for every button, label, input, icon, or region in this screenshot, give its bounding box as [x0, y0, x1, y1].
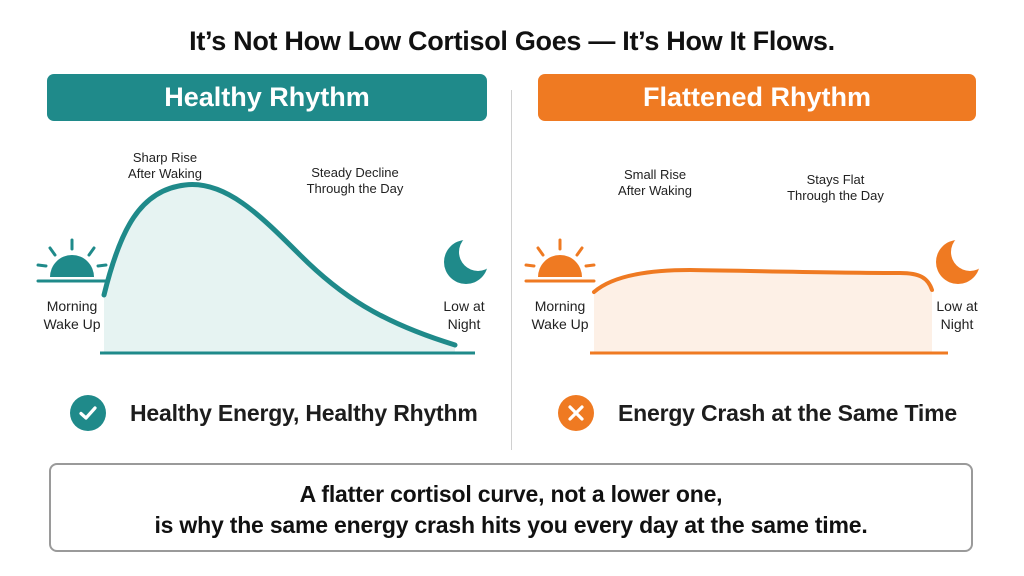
flattened-flat-label: Stays Flat Through the Day: [787, 172, 884, 203]
sunrise-icon-right: [524, 238, 596, 283]
crescent-moon-icon-right: [936, 233, 989, 284]
check-circle-icon: [70, 395, 106, 431]
healthy-decline-label: Steady Decline Through the Day: [306, 165, 404, 196]
healthy-peak-label: Sharp Rise After Waking: [128, 150, 202, 181]
bottom-message-line-1: A flatter cortisol curve, not a lower on…: [299, 481, 723, 507]
flattened-curve-fill: [594, 270, 932, 353]
healthy-rhythm-header: Healthy Rhythm: [47, 74, 487, 121]
bottom-message-line-2: is why the same energy crash hits you ev…: [154, 512, 868, 538]
healthy-end-label: Low at Night: [443, 298, 485, 332]
flattened-result: Energy Crash at the Same Time: [558, 393, 957, 433]
healthy-result: Healthy Energy, Healthy Rhythm: [70, 393, 478, 433]
bottom-message-box: A flatter cortisol curve, not a lower on…: [49, 463, 973, 552]
flattened-end-label: Low at Night: [936, 298, 978, 332]
sunrise-icon-left: [36, 238, 108, 283]
page-title: It’s Not How Low Cortisol Goes — It’s Ho…: [189, 26, 835, 56]
healthy-result-text: Healthy Energy, Healthy Rhythm: [130, 399, 478, 426]
flattened-start-label: Morning Wake Up: [531, 298, 589, 332]
crescent-moon-icon-left: [444, 233, 497, 284]
healthy-start-label: Morning Wake Up: [43, 298, 101, 332]
x-circle-icon: [558, 395, 594, 431]
healthy-curve: [101, 182, 458, 348]
flattened-rhythm-header: Flattened Rhythm: [538, 74, 976, 121]
flattened-peak-label: Small Rise After Waking: [618, 167, 692, 198]
flattened-curve: [592, 267, 934, 294]
panel-divider: [511, 90, 512, 450]
flattened-result-text: Energy Crash at the Same Time: [618, 399, 957, 426]
